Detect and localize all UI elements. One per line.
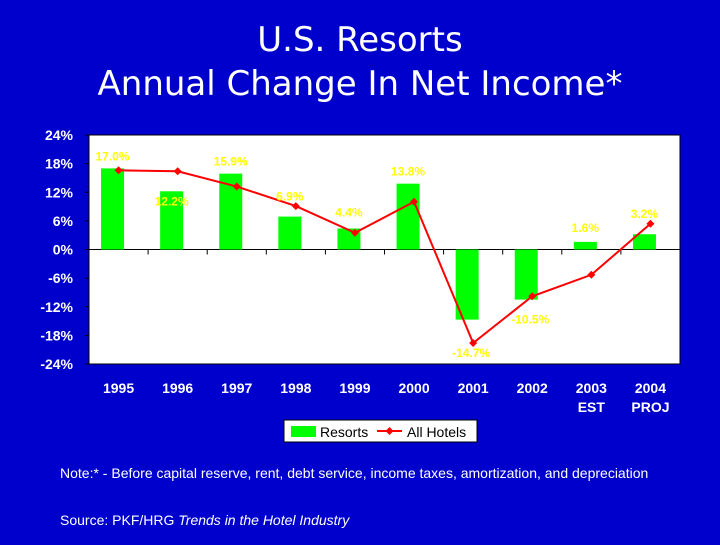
bar-resorts xyxy=(101,168,125,250)
point-all-hotels xyxy=(410,197,419,206)
note-text: Note:* - Before capital reserve, rent, d… xyxy=(60,465,649,481)
bar-resorts xyxy=(632,234,656,250)
y-tick-label: 0% xyxy=(53,242,74,258)
x-tick-label: 2001 xyxy=(458,380,489,396)
x-tick-label: 1995 xyxy=(103,380,134,396)
bar-resorts xyxy=(160,191,184,250)
legend-marker-all-hotels xyxy=(385,427,394,435)
x-tick-label: 1996 xyxy=(162,380,193,396)
x-tick-label: 2003 xyxy=(576,380,607,396)
bar-resorts xyxy=(573,241,597,250)
point-all-hotels xyxy=(587,270,596,279)
bar-resorts xyxy=(219,173,243,250)
data-label: -14.7% xyxy=(452,346,490,360)
point-all-hotels xyxy=(350,228,359,237)
point-all-hotels xyxy=(232,182,241,191)
x-tick-label: EST xyxy=(578,399,606,415)
legend-label-all-hotels: All Hotels xyxy=(407,424,466,440)
x-tick-label: 2004 xyxy=(635,380,666,396)
legend-label-resorts: Resorts xyxy=(320,424,368,440)
data-label: 17.0% xyxy=(96,149,130,163)
data-label: 15.9% xyxy=(214,155,248,169)
data-label: 6.9% xyxy=(276,190,304,204)
data-label: 13.8% xyxy=(391,165,425,179)
x-tick-label: 2002 xyxy=(517,380,548,396)
point-all-hotels xyxy=(291,202,300,211)
y-tick-label: -12% xyxy=(40,299,73,315)
point-all-hotels xyxy=(528,292,537,301)
bar-resorts xyxy=(396,183,420,250)
point-all-hotels xyxy=(173,167,182,176)
legend-swatch-resorts xyxy=(291,426,316,437)
point-all-hotels xyxy=(646,219,655,228)
bar-resorts xyxy=(278,216,302,250)
title-line-1: U.S. Resorts xyxy=(257,20,463,60)
legend: Resorts All Hotels xyxy=(283,419,478,443)
y-tick-label: 12% xyxy=(45,184,74,200)
y-tick-label: 18% xyxy=(45,156,74,172)
line-all-hotels xyxy=(118,169,652,345)
y-tick-label: -6% xyxy=(48,270,73,286)
title-line-2: Annual Change In Net Income* xyxy=(97,64,623,104)
x-tick-label: 2000 xyxy=(398,380,429,396)
x-tick-label: 1998 xyxy=(280,380,311,396)
source-prefix: Source: PKF/HRG xyxy=(60,512,179,528)
chart-title: U.S. Resorts Annual Change In Net Income… xyxy=(0,18,720,106)
data-label: 12.2% xyxy=(155,194,189,208)
x-tick-label: 1999 xyxy=(339,380,370,396)
data-label: -10.5% xyxy=(511,313,549,327)
x-tick-label: PROJ xyxy=(631,399,669,415)
bar-resorts xyxy=(514,249,538,300)
bar-resorts xyxy=(455,249,479,320)
source-title: Trends in the Hotel Industry xyxy=(178,512,350,528)
source-text: Source: PKF/HRG Trends in the Hotel Indu… xyxy=(60,512,349,528)
y-tick-label: -18% xyxy=(40,327,73,343)
point-all-hotels xyxy=(469,339,478,348)
point-all-hotels xyxy=(114,166,123,175)
y-tick-label: 6% xyxy=(53,213,74,229)
data-label: 4.4% xyxy=(335,206,363,220)
x-tick-label: 1997 xyxy=(221,380,252,396)
y-tick-label: 24% xyxy=(45,127,74,143)
data-label: 3.2% xyxy=(631,207,659,221)
data-label: 1.6% xyxy=(572,221,600,235)
y-tick-label: -24% xyxy=(40,356,73,372)
